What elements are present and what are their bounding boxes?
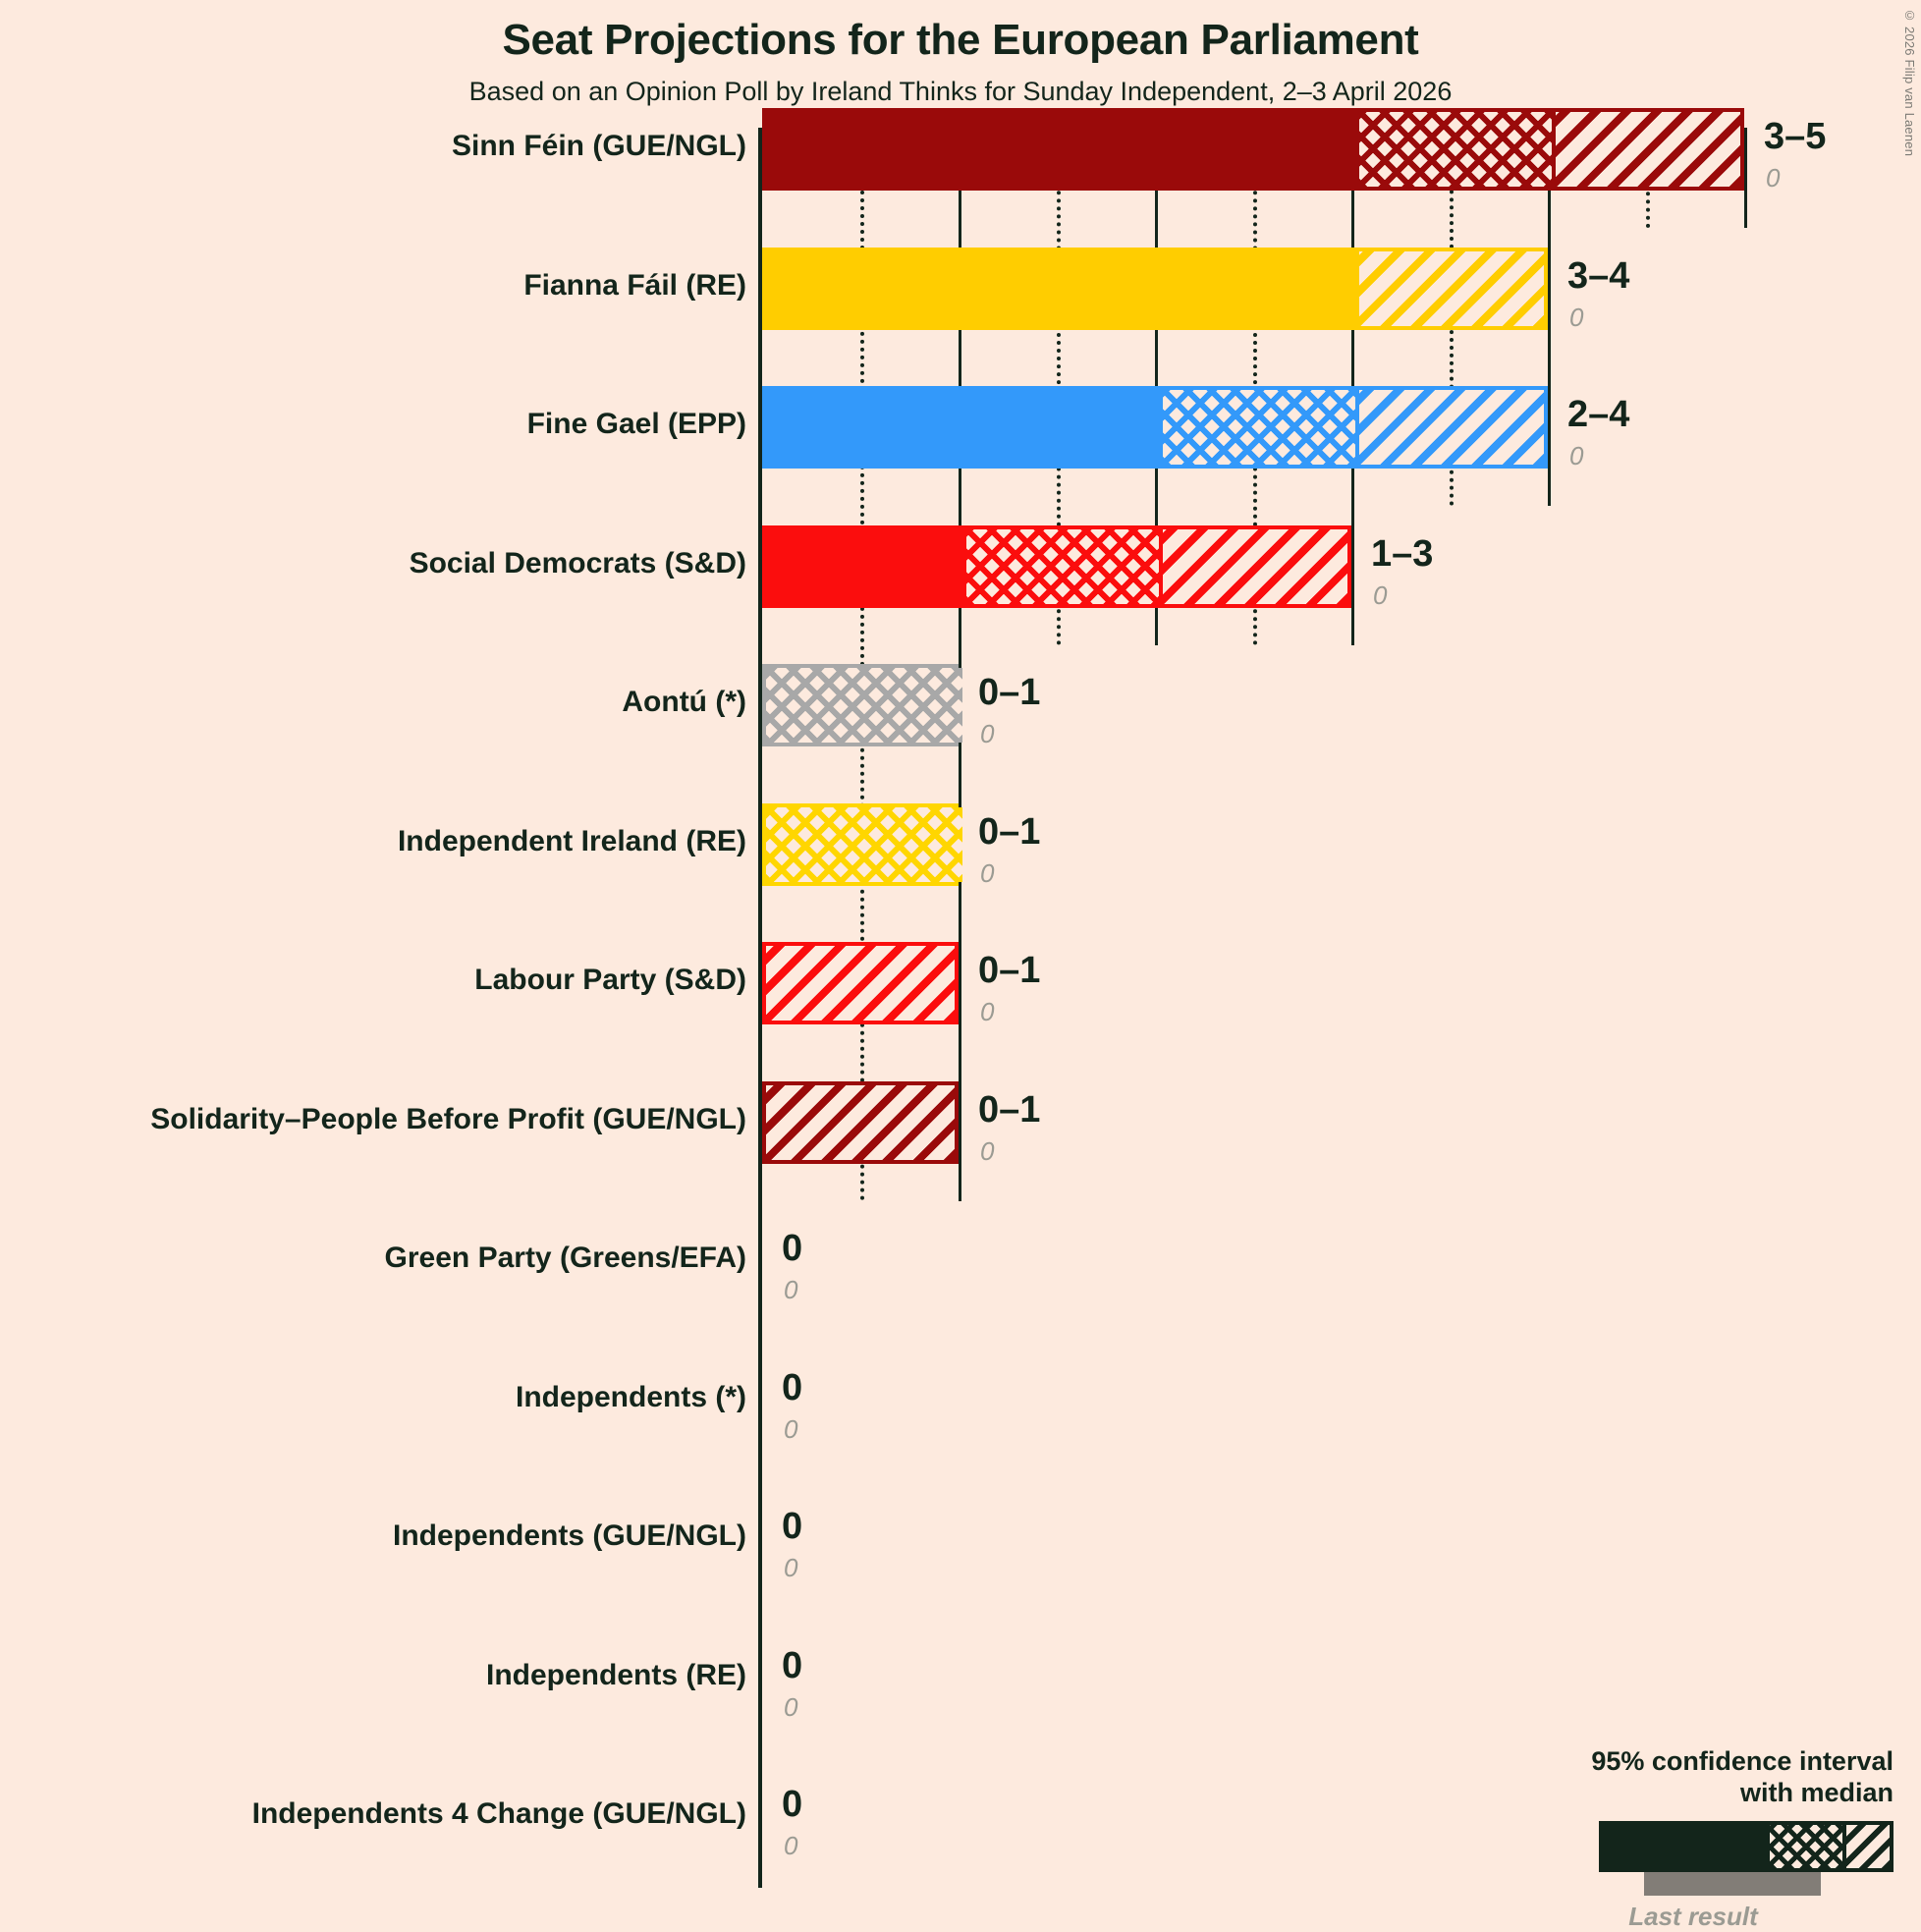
row-last-result-4: 0	[980, 719, 995, 748]
row-label-2: Fine Gael (EPP)	[526, 408, 746, 440]
legend-last-result-bar	[1644, 1872, 1821, 1896]
bar-segment-crosshatch	[962, 528, 1159, 604]
legend-line-1: 95% confidence interval	[1591, 1746, 1894, 1777]
row-value-0: 3–5	[1764, 116, 1827, 157]
bar-6	[762, 942, 959, 1024]
chart-subtitle: Based on an Opinion Poll by Ireland Thin…	[468, 77, 1453, 106]
row-label-1: Fianna Fáil (RE)	[523, 268, 746, 302]
row-label-8: Green Party (Greens/EFA)	[384, 1242, 746, 1274]
row-label-3: Social Democrats (S&D)	[409, 546, 746, 580]
bar-4	[762, 664, 962, 746]
row-value-3: 1–3	[1371, 532, 1434, 575]
row-label-12: Independents 4 Change (GUE/NGL)	[251, 1797, 746, 1830]
row-value-11: 0	[782, 1644, 803, 1686]
row-label-5: Independent Ireland (RE)	[397, 824, 746, 857]
gridline-major-5	[1744, 128, 1747, 228]
chart-row: Labour Party (S&D) 0–1 0	[0, 942, 1921, 1024]
row-last-result-0: 0	[1766, 163, 1781, 193]
row-value-12: 0	[782, 1784, 803, 1825]
gridline-major-4	[1548, 128, 1551, 506]
bar-segment-median	[766, 112, 1355, 187]
bar-segment-crosshatch	[1159, 390, 1355, 465]
y-axis-line	[758, 128, 762, 1888]
row-label-6: Labour Party (S&D)	[474, 964, 746, 996]
row-last-result-11: 0	[784, 1691, 798, 1722]
chart-row: Independents (RE) 0 0	[0, 1637, 1921, 1720]
row-label-4: Aontú (*)	[622, 686, 746, 718]
row-last-result-9: 0	[784, 1413, 798, 1444]
row-last-result-5: 0	[980, 857, 995, 888]
bar-3	[762, 524, 1351, 608]
bar-segment-crosshatch	[766, 806, 962, 882]
bar-7	[762, 1080, 959, 1164]
chart-legend: 95% confidence interval with median Last…	[1481, 1746, 1894, 1931]
row-last-result-6: 0	[980, 997, 995, 1026]
chart-row: Independent Ireland (RE) 0–1 0	[0, 802, 1921, 888]
row-last-result-8: 0	[784, 1275, 798, 1304]
row-value-10: 0	[782, 1506, 803, 1547]
bar-segment-median	[766, 250, 1355, 326]
row-value-4: 0–1	[978, 672, 1041, 713]
gridline-major-1	[959, 128, 961, 1201]
bar-segment-crosshatch	[766, 668, 962, 743]
row-label-11: Independents (RE)	[485, 1658, 746, 1691]
bar-segment-median	[766, 390, 1159, 465]
bar-segment-diagonal	[1355, 390, 1544, 465]
bar-2	[762, 386, 1548, 469]
legend-crosshatch-segment	[1770, 1825, 1842, 1868]
chart-row: Solidarity–People Before Profit (GUE/NGL…	[0, 1080, 1921, 1166]
row-last-result-1: 0	[1569, 302, 1584, 332]
row-last-result-10: 0	[784, 1553, 798, 1582]
bar-5	[762, 802, 962, 886]
row-label-9: Independents (*)	[515, 1380, 746, 1413]
row-value-9: 0	[782, 1366, 803, 1408]
row-value-1: 3–4	[1567, 254, 1630, 297]
legend-last-result-label: Last result	[1628, 1902, 1758, 1931]
bar-1	[762, 247, 1548, 330]
row-value-8: 0	[782, 1228, 803, 1269]
bar-segment-crosshatch	[1355, 112, 1552, 187]
bar-segment-diagonal	[1355, 250, 1544, 326]
chart-row: Independents 4 Change (GUE/NGL) 0 0	[0, 1776, 1921, 1858]
bar-segment-diagonal	[1552, 112, 1740, 187]
chart-row: Social Democrats (S&D) 1–3 0	[0, 524, 1921, 610]
copyright-notice: © 2026 Filip van Laenen	[1902, 8, 1917, 157]
page-title: Seat Projections for the European Parlia…	[502, 16, 1419, 64]
legend-line-2: with median	[1739, 1778, 1894, 1808]
legend-ci-bar	[1599, 1821, 1894, 1872]
chart-row: Independents (*) 0 0	[0, 1359, 1921, 1442]
bar-segment-diagonal	[766, 1084, 955, 1160]
row-label-7: Solidarity–People Before Profit (GUE/NGL…	[150, 1102, 746, 1135]
row-value-5: 0–1	[978, 810, 1041, 853]
row-value-2: 2–4	[1567, 394, 1630, 435]
row-last-result-2: 0	[1569, 441, 1584, 470]
chart-row: Green Party (Greens/EFA) 0 0	[0, 1220, 1921, 1302]
chart-row: Aontú (*) 0–1 0	[0, 664, 1921, 746]
bar-0	[762, 108, 1744, 191]
chart-row: Independents (GUE/NGL) 0 0	[0, 1498, 1921, 1580]
chart-row: Fine Gael (EPP) 2–4 0	[0, 386, 1921, 469]
chart-row: Sinn Féin (GUE/NGL) 3–5 0	[0, 108, 1921, 191]
row-value-6: 0–1	[978, 950, 1041, 991]
legend-swatches: Last result	[1481, 1817, 1894, 1931]
row-last-result-3: 0	[1373, 580, 1388, 610]
bar-segment-diagonal	[1159, 528, 1347, 604]
legend-median-segment	[1603, 1825, 1770, 1868]
bar-segment-median	[766, 528, 962, 604]
row-label-0: Sinn Féin (GUE/NGL)	[452, 130, 746, 162]
row-value-7: 0–1	[978, 1088, 1041, 1131]
row-last-result-12: 0	[784, 1831, 798, 1860]
row-label-10: Independents (GUE/NGL)	[393, 1519, 746, 1552]
chart-row: Fianna Fáil (RE) 3–4 0	[0, 247, 1921, 332]
bar-segment-diagonal	[766, 946, 955, 1021]
row-last-result-7: 0	[980, 1135, 995, 1166]
legend-diagonal-segment	[1842, 1825, 1890, 1868]
